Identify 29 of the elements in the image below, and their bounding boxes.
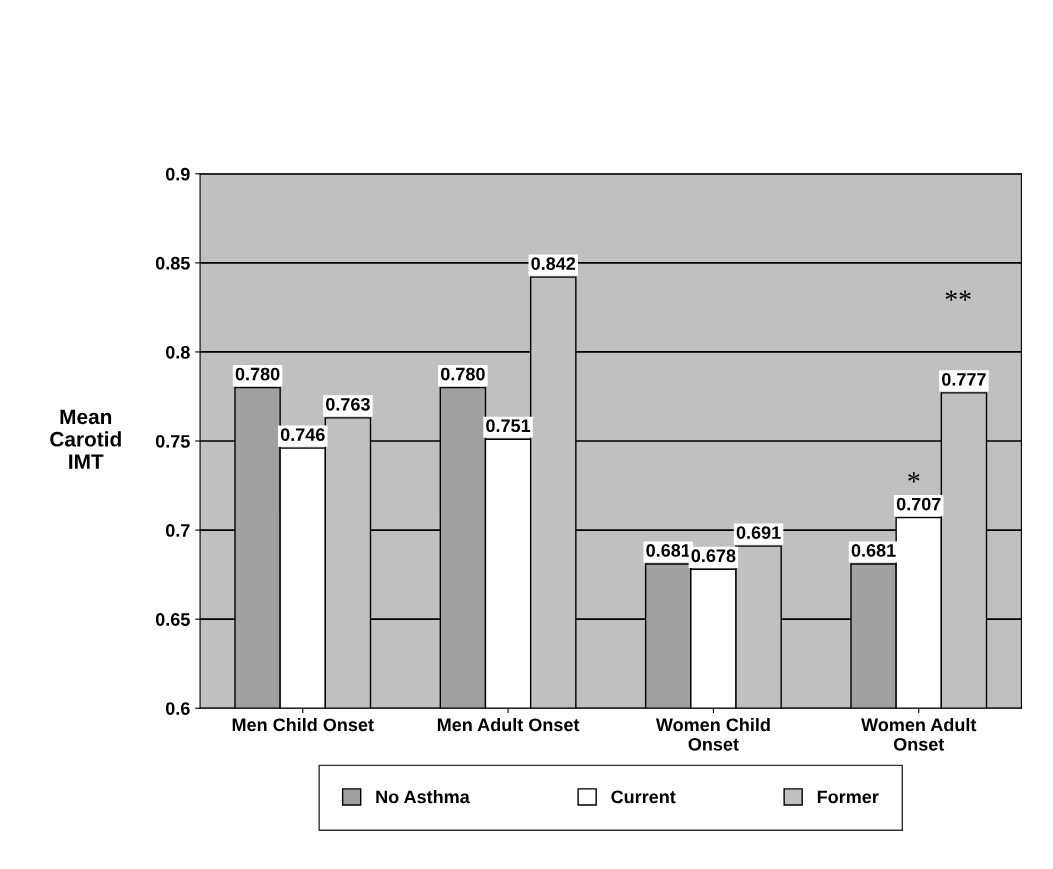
data-label: 0.842 [531, 257, 576, 270]
data-label: 0.746 [280, 428, 325, 442]
y-tick-label: 0.65 [155, 613, 190, 626]
y-tick-label: 0.75 [155, 434, 190, 448]
x-tick-label: Women Child Onset [655, 717, 770, 751]
y-tick-label: 0.8 [165, 345, 190, 359]
legend-label: No Asthma [376, 790, 470, 804]
data-label: 0.751 [486, 419, 531, 433]
y-tick-label: 0.85 [155, 256, 190, 270]
legend-label: Former [817, 790, 879, 804]
data-label: 0.707 [896, 497, 941, 511]
data-label: 0.681 [646, 544, 691, 557]
data-label: 0.678 [691, 549, 736, 563]
data-label: 0.763 [326, 397, 370, 411]
data-label: 0.691 [736, 526, 781, 539]
legend-label: Current [611, 790, 676, 804]
y-axis-title: Mean Carotid IMT [50, 409, 121, 469]
data-label: 0.777 [942, 373, 986, 386]
x-tick-label: Men Adult Onset [437, 717, 580, 732]
data-label: 0.780 [441, 367, 485, 381]
x-tick-label: Men Child Onset [232, 717, 374, 732]
x-tick-label: Women Adult Onset [861, 717, 977, 751]
annotation: * [908, 472, 920, 483]
y-tick-label: 0.9 [165, 167, 190, 181]
y-tick-label: 0.6 [165, 702, 190, 715]
data-label: 0.780 [235, 367, 280, 381]
y-tick-label: 0.7 [165, 524, 190, 537]
data-label: 0.681 [851, 544, 896, 557]
annotation: ** [945, 290, 971, 301]
